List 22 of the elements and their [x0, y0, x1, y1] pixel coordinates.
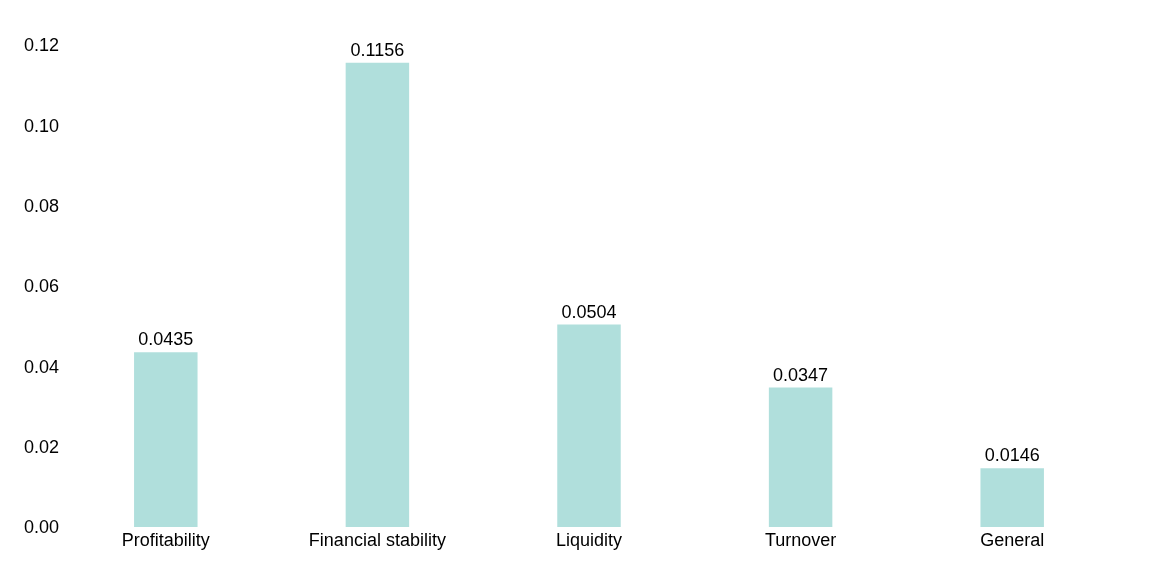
y-tick-label: 0.10	[23, 115, 59, 136]
data-label: 0.0146	[984, 445, 1040, 466]
y-tick-label: 0.08	[23, 195, 59, 216]
bar	[134, 352, 198, 527]
bar	[768, 387, 833, 527]
bar	[557, 324, 621, 527]
data-label: 0.0504	[561, 301, 617, 322]
bar	[345, 62, 410, 527]
y-tick-label: 0.06	[23, 276, 59, 297]
y-tick-label: 0.12	[23, 35, 59, 56]
data-label: 0.0347	[773, 364, 829, 385]
x-tick-label: Profitability	[121, 530, 210, 550]
y-tick-label: 0.00	[23, 517, 59, 538]
y-tick-label: 0.04	[23, 356, 59, 377]
x-tick-label: Turnover	[764, 530, 837, 550]
y-tick-label: 0.02	[23, 436, 59, 457]
data-label: 0.1156	[350, 39, 405, 60]
x-tick-label: Liquidity	[555, 530, 623, 550]
x-tick-label: General	[980, 530, 1045, 550]
x-tick-label: Financial stability	[308, 530, 446, 550]
bar	[980, 468, 1044, 527]
data-label: 0.0435	[138, 329, 194, 350]
